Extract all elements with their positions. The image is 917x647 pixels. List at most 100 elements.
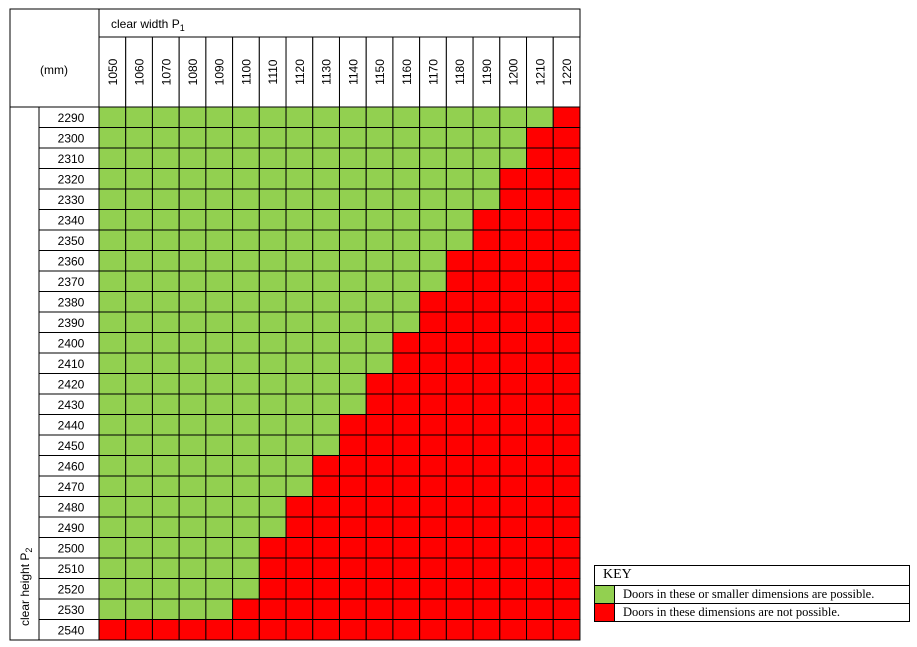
cell-not-possible <box>392 578 421 600</box>
cell-possible <box>258 414 287 436</box>
width-header-label: 1090 <box>213 58 227 85</box>
cell-possible <box>419 127 447 149</box>
width-header-label: 1200 <box>507 58 521 85</box>
cell-not-possible <box>526 516 554 538</box>
cell-possible <box>445 209 474 231</box>
cell-not-possible <box>526 537 554 559</box>
cell-not-possible <box>312 598 340 620</box>
cell-possible <box>125 516 153 538</box>
cell-not-possible <box>445 578 474 600</box>
cell-possible <box>151 106 180 128</box>
cell-possible <box>285 455 314 477</box>
cell-possible <box>125 291 153 313</box>
cell-not-possible <box>499 598 528 620</box>
cell-possible <box>232 578 260 600</box>
cell-possible <box>205 127 234 149</box>
not-possible-description: Doors in these dimensions are not possib… <box>614 603 910 622</box>
cell-possible <box>285 373 314 395</box>
width-header-cell <box>178 36 207 108</box>
cell-possible <box>445 106 474 128</box>
cell-not-possible <box>526 270 554 292</box>
cell-not-possible <box>365 434 394 456</box>
cell-not-possible <box>338 557 367 579</box>
cell-possible <box>338 291 367 313</box>
cell-possible <box>258 188 287 210</box>
cell-possible <box>205 434 234 456</box>
cell-possible <box>125 475 153 497</box>
cell-possible <box>98 270 127 292</box>
height-header-label: 2410 <box>58 357 85 371</box>
key-title: KEY <box>594 565 910 586</box>
cell-not-possible <box>392 352 421 374</box>
cell-not-possible <box>258 578 287 600</box>
cell-possible <box>499 106 528 128</box>
cell-not-possible <box>312 619 340 641</box>
cell-not-possible <box>552 250 581 272</box>
cell-not-possible <box>552 516 581 538</box>
cell-possible <box>178 291 207 313</box>
cell-not-possible <box>285 578 314 600</box>
cell-possible <box>232 250 260 272</box>
cell-not-possible <box>419 414 447 436</box>
cell-possible <box>232 393 260 415</box>
height-header-label: 2490 <box>58 521 85 535</box>
cell-possible <box>178 373 207 395</box>
cell-possible <box>526 106 554 128</box>
height-header-label: 2350 <box>58 234 85 248</box>
cell-possible <box>98 311 127 333</box>
cell-not-possible <box>499 414 528 436</box>
cell-possible <box>312 414 340 436</box>
cell-not-possible <box>445 496 474 518</box>
cell-not-possible <box>258 537 287 559</box>
width-header-label: 1160 <box>400 59 414 85</box>
cell-not-possible <box>526 332 554 354</box>
cell-possible <box>151 598 180 620</box>
cell-possible <box>98 475 127 497</box>
cell-not-possible <box>552 557 581 579</box>
cell-possible <box>312 250 340 272</box>
cell-not-possible <box>445 516 474 538</box>
cell-possible <box>125 537 153 559</box>
cell-possible <box>125 373 153 395</box>
cell-possible <box>151 455 180 477</box>
cell-possible <box>232 516 260 538</box>
height-header-label: 2500 <box>58 541 85 555</box>
height-header-label: 2370 <box>58 275 85 289</box>
possible-description: Doors in these or smaller dimensions are… <box>614 585 910 604</box>
cell-possible <box>365 311 394 333</box>
cell-possible <box>151 229 180 251</box>
cell-possible <box>285 168 314 190</box>
cell-not-possible <box>365 393 394 415</box>
cell-possible <box>98 147 127 169</box>
height-header-band <box>9 106 40 641</box>
cell-possible <box>392 127 421 149</box>
cell-possible <box>178 168 207 190</box>
cell-possible <box>98 352 127 374</box>
cell-possible <box>205 106 234 128</box>
width-header-label: 1190 <box>480 59 494 85</box>
cell-possible <box>232 270 260 292</box>
cell-possible <box>392 229 421 251</box>
cell-not-possible <box>499 537 528 559</box>
cell-not-possible <box>526 209 554 231</box>
cell-not-possible <box>472 619 501 641</box>
cell-possible <box>365 270 394 292</box>
cell-not-possible <box>285 598 314 620</box>
cell-possible <box>472 106 501 128</box>
cell-possible <box>125 393 153 415</box>
cell-not-possible <box>526 188 554 210</box>
cell-not-possible <box>472 229 501 251</box>
cell-not-possible <box>338 455 367 477</box>
cell-not-possible <box>312 516 340 538</box>
cell-not-possible <box>258 557 287 579</box>
width-header-cell <box>338 36 367 108</box>
cell-possible <box>285 106 314 128</box>
cell-possible <box>312 147 340 169</box>
cell-possible <box>205 229 234 251</box>
cell-possible <box>365 332 394 354</box>
height-header-label: 2530 <box>58 603 85 617</box>
cell-not-possible <box>338 516 367 538</box>
cell-possible <box>419 209 447 231</box>
height-axis-label: clear height P2 <box>18 548 34 626</box>
